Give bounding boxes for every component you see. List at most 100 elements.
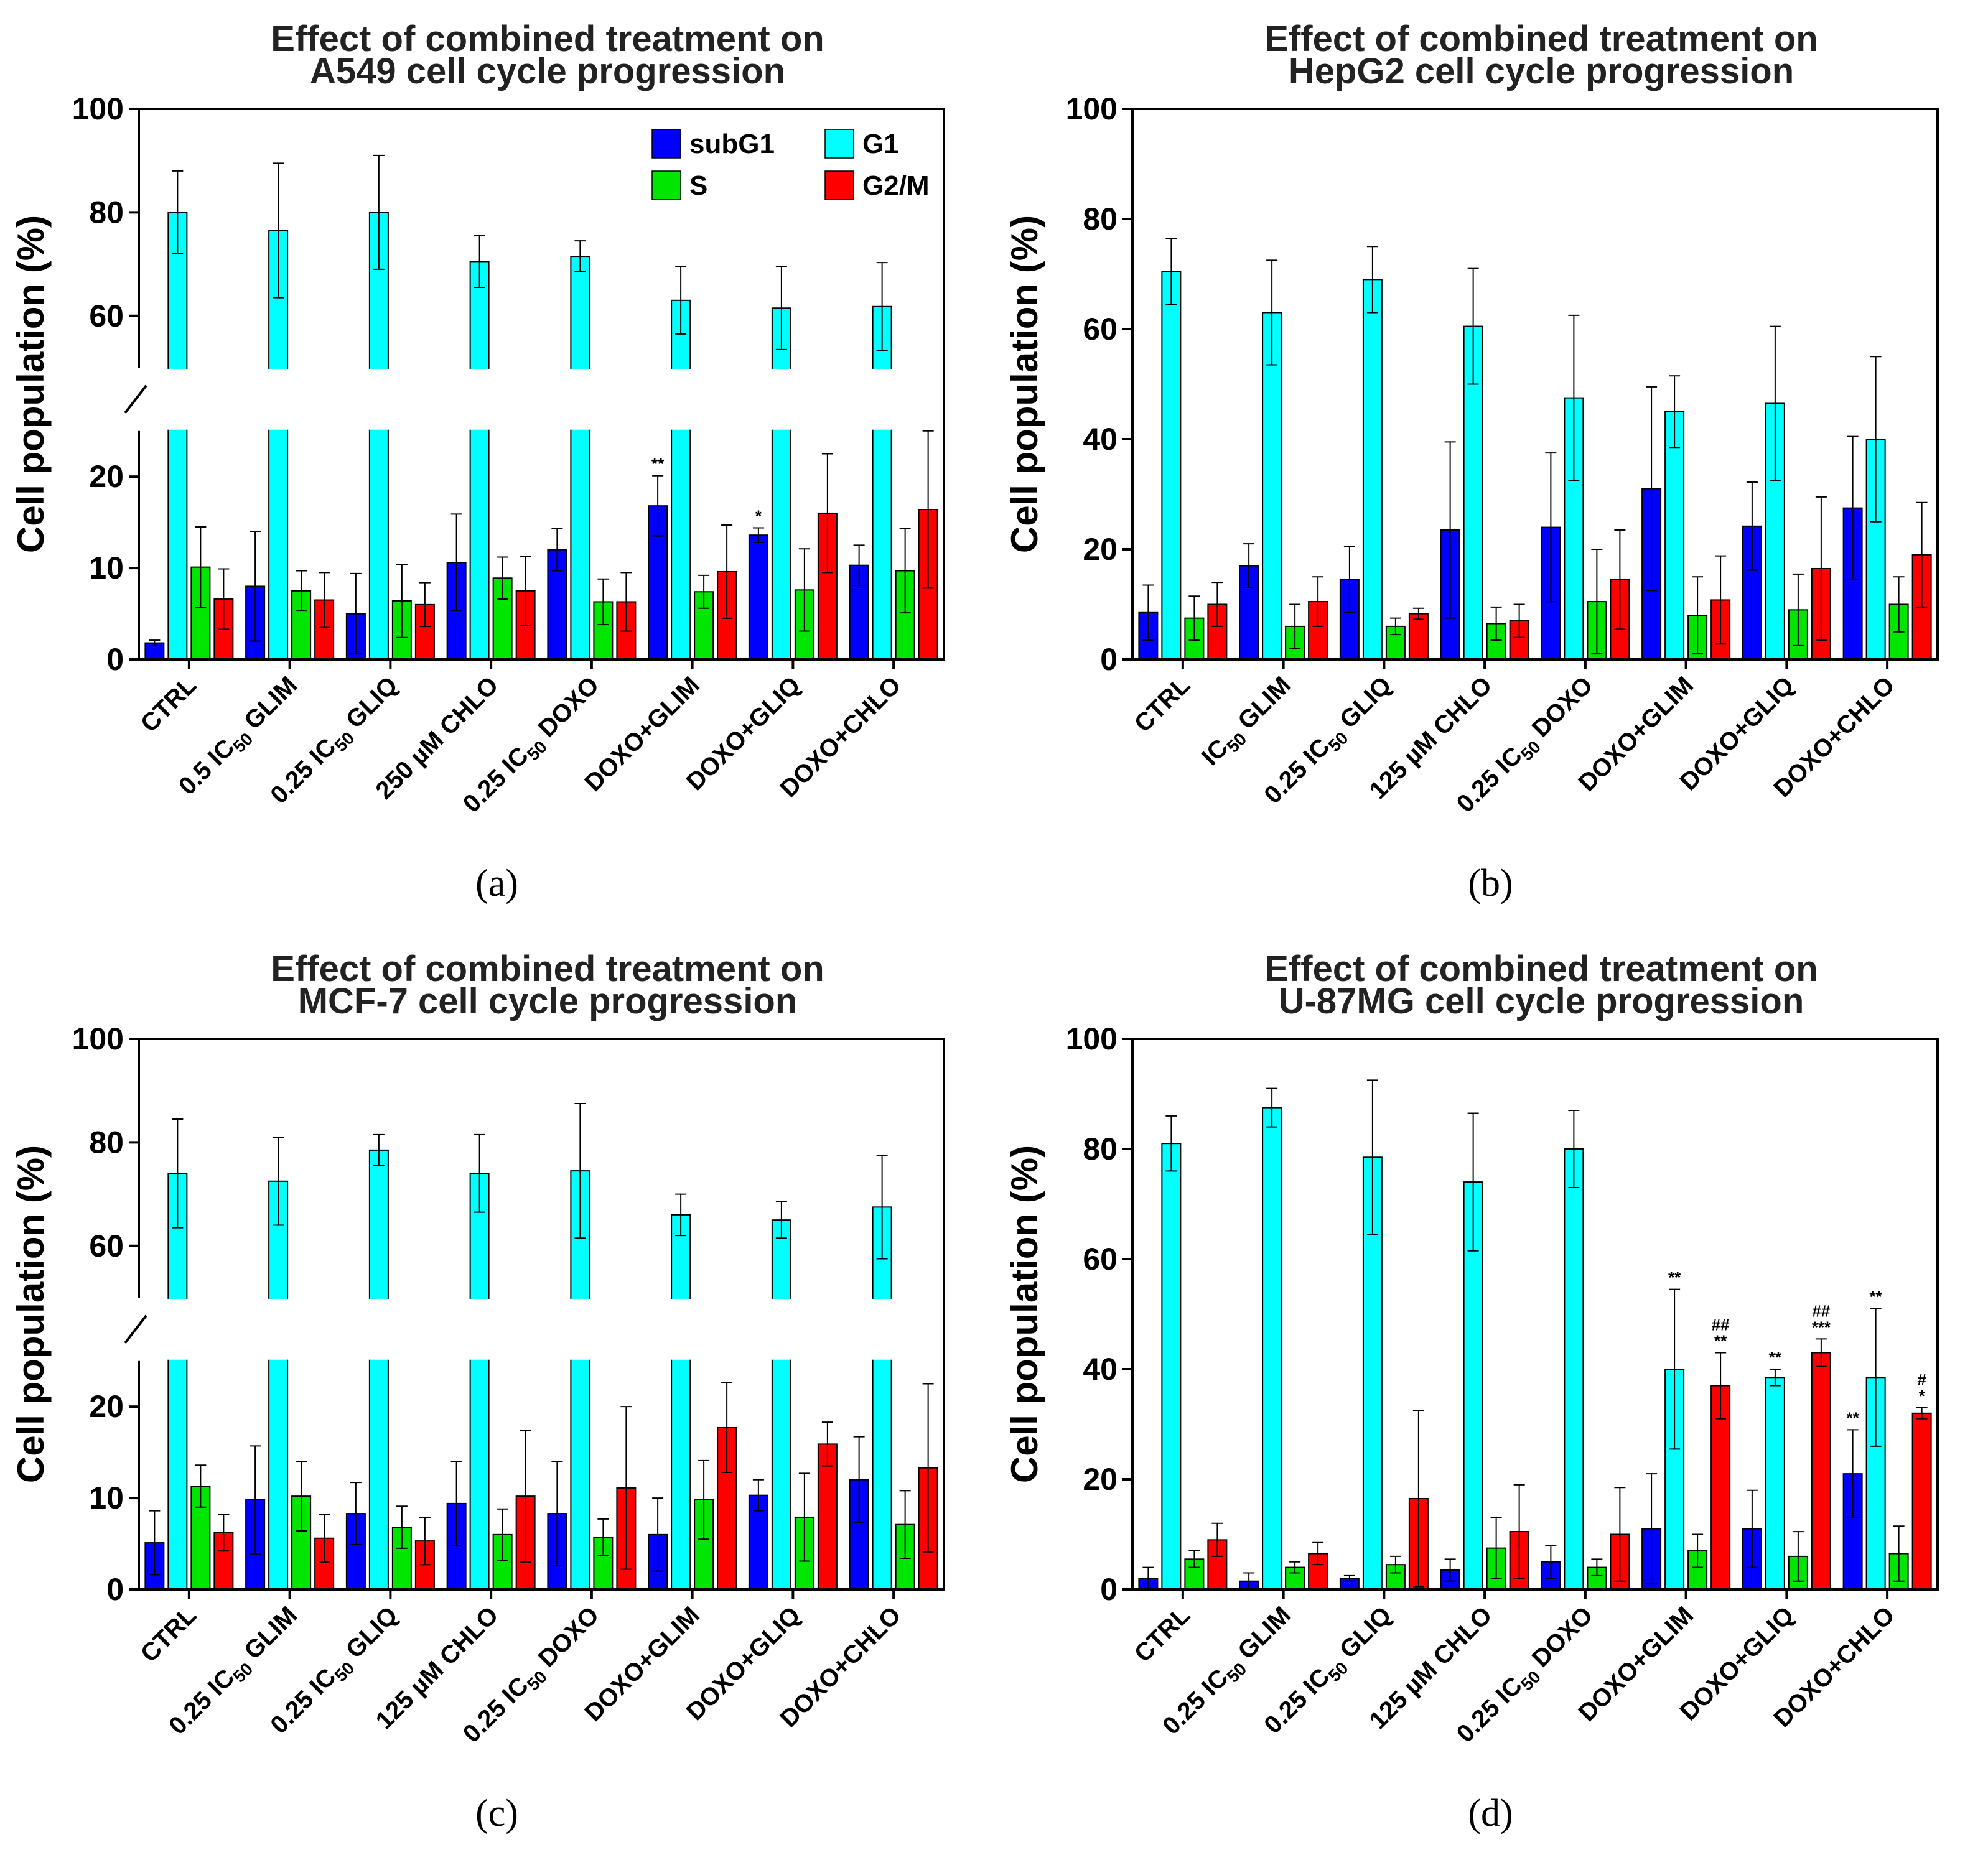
bar-G1 [771,307,791,660]
y-tick-label: 60 [1083,312,1118,346]
bar-S [1285,625,1305,661]
bar-G1 [872,1206,892,1590]
legend-label: G2/M [862,170,930,201]
significance-mark: ** [1847,1408,1860,1427]
plot-frame [1131,1038,1939,1591]
y-tick-label: 80 [1083,1132,1118,1166]
axis-break-gap [120,1298,963,1360]
x-tick-label: CTRL [136,671,202,738]
chart-b: Effect of combined treatment on HepG2 cel… [1004,19,1939,818]
significance-mark: ** [651,455,665,473]
panel-label-b: (b) [1468,862,1513,904]
y-axis-title: Cell population (%) [1004,1145,1045,1483]
x-tick-label-part: 0.25 IC [164,1664,240,1740]
significance-mark: # [1917,1370,1926,1389]
legend-label: S [689,170,707,201]
significance-mark: ** [1769,1348,1782,1367]
y-tick-label: 10 [89,1481,124,1515]
plot-frame [138,1038,945,1591]
panel-b: Effect of combined treatment on HepG2 cel… [994,0,1987,930]
y-tick-label: 100 [72,91,124,126]
legend-label: subG1 [689,129,775,159]
x-tick-label: CTRL [136,1601,202,1668]
x-tick-label-part: GLIQ [336,671,403,738]
bar-G1 [570,1170,590,1590]
y-tick-label: 0 [1100,1572,1118,1607]
y-tick-label: 40 [1083,422,1118,457]
chart-d: Effect of combined treatment on U-87MG ce… [1004,949,1939,1748]
x-tick-label-part: 0.25 IC [265,1663,341,1739]
y-tick-label: 20 [89,1389,124,1424]
chart-title-line: HepG2 cell cycle progression [1289,51,1794,91]
panel-d: Effect of combined treatment on U-87MG ce… [994,930,1987,1860]
x-tick-label-part: GLIM [234,1601,302,1670]
x-tick-label-part: 0.25 IC [265,733,341,809]
legend-label: G1 [862,129,899,159]
significance-mark: * [1919,1387,1926,1405]
chart-title: Effect of combined treatment on A549 cell… [271,19,824,91]
x-tick-label-part: GLIM [1228,1601,1296,1670]
y-tick-label: 0 [106,1572,124,1607]
bar-G1 [671,299,691,661]
x-tick-label-part: GLIQ [336,1601,403,1668]
chart-title-line: Effect of combined treatment on [1264,949,1818,989]
panel-label-d: (d) [1468,1792,1513,1834]
x-tick-label-part: GLIQ [1330,1601,1397,1668]
chart-title-line: U-87MG cell cycle progression [1279,981,1804,1021]
chart-title-line: MCF-7 cell cycle progression [298,981,798,1021]
bar-G1 [469,261,490,660]
bar-G1 [167,1173,188,1590]
y-tick-label: 100 [72,1021,124,1056]
y-tick-label: 100 [1066,1021,1118,1056]
chart-title-line: Effect of combined treatment on [271,19,824,59]
legend-swatch [651,129,681,159]
x-tick-label: CTRL [1129,1601,1196,1668]
y-tick-label: 60 [89,299,124,333]
bar-G1 [570,256,590,660]
chart-title: Effect of combined treatment on U-87MG ce… [1264,949,1818,1021]
y-tick-label: 80 [89,1125,124,1160]
y-tick-label: 80 [1083,202,1118,236]
bar-G1 [771,1219,791,1591]
chart-a: Effect of combined treatment on A549 cell… [10,19,963,818]
y-tick-label: 60 [89,1229,124,1263]
panel-label-c: (c) [475,1792,518,1834]
chart-title-line: Effect of combined treatment on [1264,19,1818,59]
y-tick-label: 60 [1083,1242,1118,1276]
x-tick-label-part: CTRL [136,1601,202,1668]
plot-frame [1131,108,1939,661]
y-tick-label: 0 [1100,642,1118,677]
y-tick-label: 100 [1066,91,1118,126]
significance-mark: * [755,506,762,525]
bar-S [1687,1550,1708,1590]
panel-a: Effect of combined treatment on A549 cell… [0,0,994,930]
x-tick-label-part: CTRL [1129,1601,1196,1668]
chart-title: Effect of combined treatment on MCF-7 cel… [271,949,824,1021]
y-axis-title: Cell population (%) [10,1145,52,1483]
bar-G1 [1765,1377,1785,1591]
axis-break-mark [124,1314,147,1344]
x-tick-label-part: 0.25 IC [1157,1664,1233,1740]
x-tick-label-part: 0.25 IC [458,742,534,817]
x-tick-label-part: DOXO [528,671,604,747]
bar-G1 [1564,1148,1584,1590]
bar-G1 [368,212,389,660]
bar-G1 [1262,312,1282,660]
legend-swatch [824,170,854,200]
significance-mark: ** [1668,1268,1681,1287]
axis-break-gap [120,368,963,430]
y-tick-label: 40 [1083,1352,1118,1387]
bar-G2M [817,1443,838,1590]
x-tick-label-part: GLIM [1228,671,1296,740]
significance-mark: ## [1812,1301,1830,1320]
significance-mark: ## [1712,1315,1730,1334]
bar-G1 [469,1173,490,1590]
chart-title-line: A549 cell cycle progression [310,51,785,91]
bar-G1 [1664,411,1685,660]
bar-G1 [1362,279,1383,661]
bar-G1 [671,1214,691,1590]
y-tick-label: 20 [1083,1462,1118,1497]
x-tick-label-part: DOXO [528,1601,604,1677]
bar-G1 [1161,271,1182,660]
x-tick-label-part: GLIQ [1330,671,1397,738]
